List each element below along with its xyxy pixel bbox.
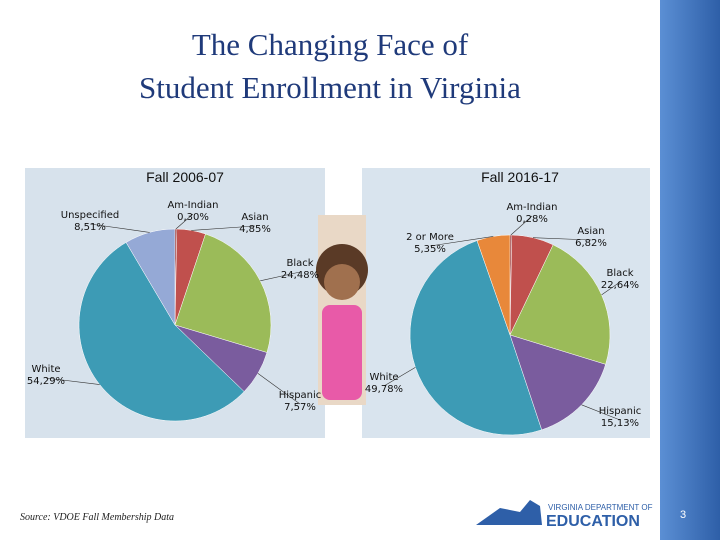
slice-value: 8,51% — [74, 222, 106, 233]
slice-label: White — [31, 364, 60, 375]
slice-label: Am-Indian — [167, 200, 218, 211]
slice-label: White — [369, 372, 398, 383]
leader-line — [260, 271, 301, 282]
page-number: 3 — [680, 509, 686, 521]
slice-value: 0,28% — [516, 214, 548, 225]
leader-line — [429, 236, 494, 247]
leader-line — [383, 367, 416, 387]
slice-label: Unspecified — [61, 210, 119, 221]
slice-label: Hispanic — [599, 406, 642, 417]
slice-value: 22,64% — [601, 280, 639, 291]
slice-value: 7,57% — [284, 402, 316, 413]
slice-value: 0,30% — [177, 212, 209, 223]
photo — [316, 215, 368, 405]
slice-value: 15,13% — [601, 418, 639, 429]
logo: VIRGINIA DEPARTMENT OF EDUCATION — [476, 500, 653, 530]
slice-value: 49,78% — [365, 384, 403, 395]
side-bar — [660, 0, 720, 540]
slice-label: 2 or More — [406, 232, 454, 243]
slice-value: 24,48% — [281, 270, 319, 281]
chart-title: Fall 2006-07 — [146, 169, 224, 185]
leader-line — [601, 281, 621, 296]
slice-value: 5,35% — [414, 244, 446, 255]
pie-slice — [509, 244, 611, 365]
slice-label: Hispanic — [279, 390, 322, 401]
pie-slice — [174, 233, 272, 353]
leader-line — [45, 377, 100, 385]
slice-label: Asian — [241, 212, 268, 223]
slice-label: Asian — [577, 226, 604, 237]
leader-line — [257, 373, 301, 405]
chart-title: Fall 2016-17 — [481, 169, 559, 185]
leader-line — [89, 223, 150, 233]
leader-line — [191, 225, 256, 231]
logo-text: EDUCATION — [546, 513, 640, 530]
slice-label: Black — [286, 258, 313, 269]
leader-line — [510, 215, 533, 236]
slice-value: 4,85% — [239, 224, 271, 235]
leader-line — [175, 213, 194, 230]
slice-value: 6,82% — [575, 238, 607, 249]
leader-line — [581, 404, 621, 421]
logo-text: VIRGINIA DEPARTMENT OF — [548, 503, 653, 512]
pie-slice — [409, 240, 542, 436]
leader-line — [532, 237, 592, 241]
slide-title: The Changing Face of — [192, 27, 469, 62]
pie-slice — [125, 228, 176, 326]
slice-value: 54,29% — [27, 376, 65, 387]
pie-slice — [78, 242, 245, 422]
pie-slice — [476, 234, 511, 336]
slice-label: Black — [606, 268, 633, 279]
source-note: Source: VDOE Fall Membership Data — [20, 512, 174, 523]
slide-title: Student Enrollment in Virginia — [139, 70, 521, 105]
slice-label: Am-Indian — [506, 202, 557, 213]
